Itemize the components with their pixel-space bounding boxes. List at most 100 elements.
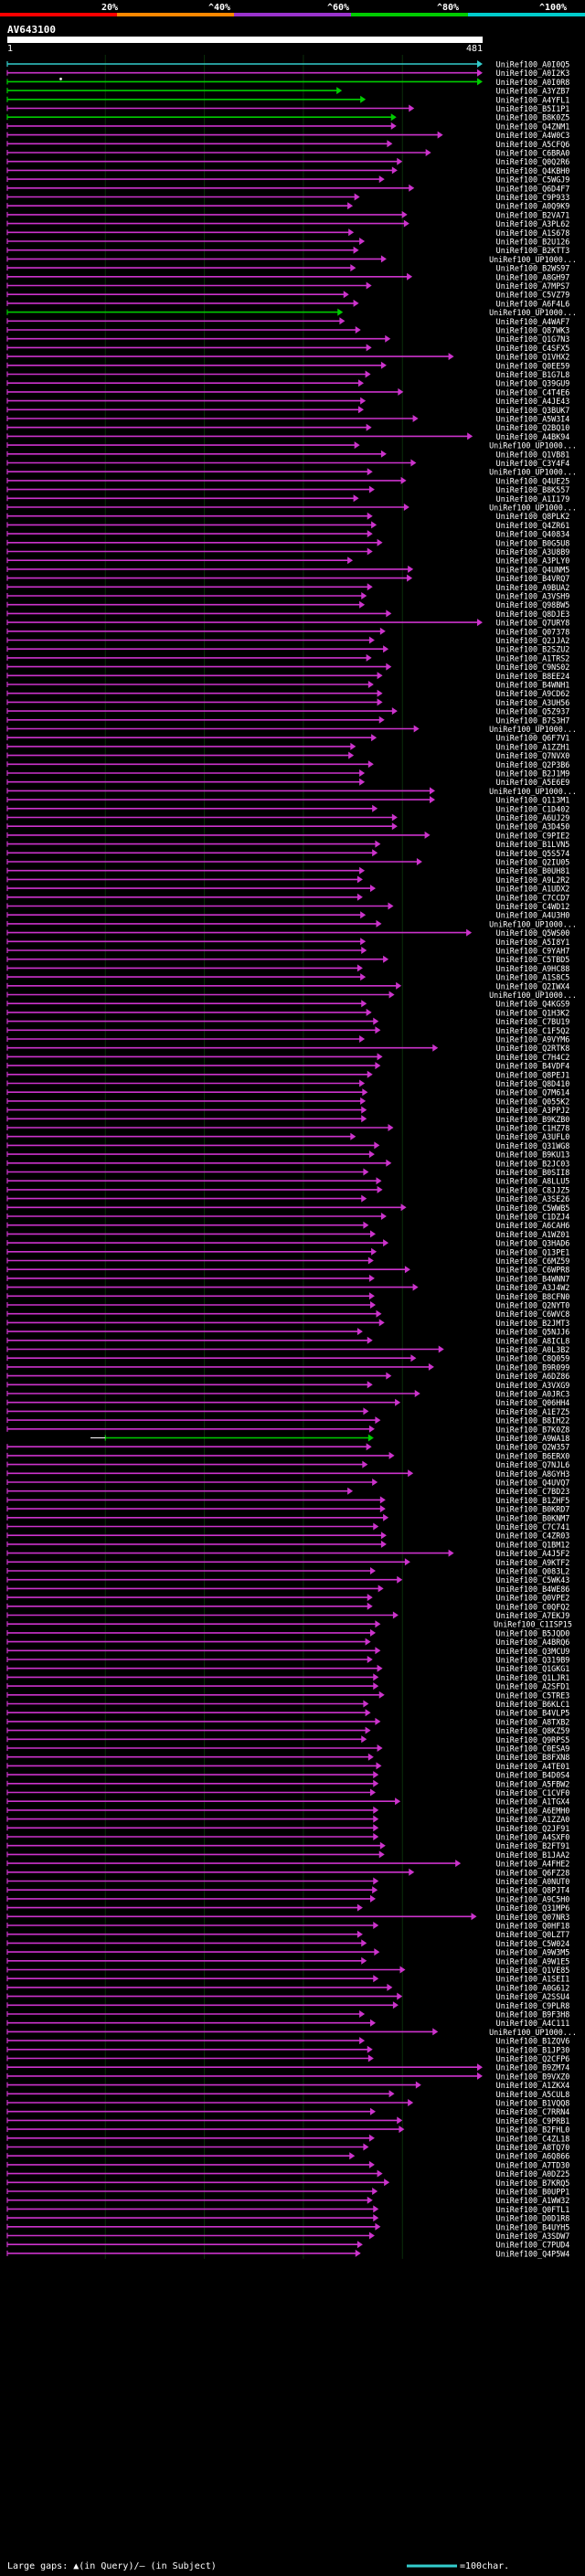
- hit-row[interactable]: UniRef100_Q6FZ28: [6, 1868, 569, 1877]
- hit-row[interactable]: UniRef100_C5TBD5: [6, 955, 569, 964]
- hit-label[interactable]: UniRef100_C7BD23: [496, 1487, 570, 1496]
- hit-row[interactable]: UniRef100_A6EMH0: [6, 1806, 570, 1815]
- hit-row[interactable]: UniRef100_D0D1R8: [6, 2214, 569, 2223]
- hit-label[interactable]: UniRef100_A6EMH0: [496, 1806, 570, 1815]
- hit-label[interactable]: UniRef100_UP1000...: [489, 255, 577, 264]
- hit-row[interactable]: UniRef100_A8ICL8: [6, 1336, 569, 1345]
- hit-row[interactable]: UniRef100_Q3HAD6: [6, 1239, 569, 1248]
- hit-row[interactable]: UniRef100_C1DZJ4: [6, 1213, 569, 1222]
- hit-row[interactable]: UniRef100_Q055K2: [6, 1097, 569, 1106]
- hit-row[interactable]: UniRef100_B1JAA2: [6, 1850, 569, 1860]
- hit-label[interactable]: UniRef100_A5CUL8: [496, 2090, 570, 2099]
- hit-row[interactable]: UniRef100_C9YAH7: [6, 947, 569, 956]
- hit-row[interactable]: UniRef100_Q3BUK7: [6, 406, 569, 415]
- hit-label[interactable]: UniRef100_UP1000...: [489, 2028, 577, 2037]
- hit-row[interactable]: UniRef100_A2SSU4: [6, 1992, 569, 2001]
- hit-label[interactable]: UniRef100_Q39GU9: [496, 379, 570, 388]
- hit-row[interactable]: UniRef100_B8CFN0: [6, 1292, 569, 1301]
- hit-row[interactable]: UniRef100_Q2NYT0: [6, 1301, 569, 1310]
- hit-label[interactable]: UniRef100_B1ZQV6: [496, 2037, 570, 2046]
- hit-label[interactable]: UniRef100_B5I1P1: [496, 104, 570, 113]
- hit-row[interactable]: UniRef100_B9KZB0: [6, 1115, 569, 1124]
- hit-label[interactable]: UniRef100_B2J1M9: [496, 769, 570, 779]
- hit-row[interactable]: UniRef100_Q9RPS5: [6, 1735, 570, 1744]
- hit-label[interactable]: UniRef100_A1UDX2: [496, 885, 570, 894]
- hit-row[interactable]: UniRef100_C4ZL18: [6, 2134, 569, 2143]
- hit-label[interactable]: UniRef100_A4JE43: [496, 397, 570, 406]
- hit-label[interactable]: UniRef100_A8GYH3: [496, 1469, 570, 1479]
- hit-row[interactable]: UniRef100_Q2JF91: [6, 1824, 569, 1833]
- hit-label[interactable]: UniRef100_A1S8C5: [496, 973, 570, 982]
- hit-row[interactable]: UniRef100_B8EE24: [6, 672, 570, 681]
- hit-label[interactable]: UniRef100_A1WW32: [496, 2196, 570, 2205]
- hit-label[interactable]: UniRef100_C9NS02: [496, 663, 570, 672]
- hit-row[interactable]: UniRef100_Q31WG8: [6, 1141, 569, 1150]
- hit-label[interactable]: UniRef100_B4VDF4: [496, 1062, 570, 1071]
- hit-label[interactable]: UniRef100_C9P933: [496, 193, 570, 202]
- hit-label[interactable]: UniRef100_Q083L2: [496, 1567, 570, 1576]
- hit-label[interactable]: UniRef100_Q9RPS5: [496, 1735, 570, 1744]
- hit-label[interactable]: UniRef100_A1ZZA0: [496, 1815, 570, 1824]
- hit-row[interactable]: UniRef100_B5JQD0: [6, 1628, 569, 1638]
- hit-row[interactable]: UniRef100_Q1GKG1: [6, 1664, 569, 1673]
- hit-row[interactable]: UniRef100_A1SEI1: [6, 1975, 569, 1984]
- hit-label[interactable]: UniRef100_C9PRB1: [496, 2116, 570, 2125]
- hit-label[interactable]: UniRef100_Q0Q2R6: [496, 157, 570, 166]
- hit-row[interactable]: UniRef100_C0QFQ2: [6, 1602, 569, 1611]
- hit-row[interactable]: UniRef100_Q113M1: [6, 796, 570, 805]
- hit-row[interactable]: UniRef100_A6CAH6: [6, 1221, 569, 1230]
- hit-row[interactable]: UniRef100_UP1000...: [6, 468, 577, 477]
- hit-label[interactable]: UniRef100_B8IH22: [496, 1416, 570, 1426]
- hit-label[interactable]: UniRef100_B8EE24: [496, 672, 570, 681]
- hit-row[interactable]: UniRef100_Q4KBH0: [6, 166, 569, 175]
- hit-row[interactable]: UniRef100_C9PLR8: [6, 2001, 569, 2010]
- hit-row[interactable]: UniRef100_B2U126: [6, 238, 569, 247]
- hit-label[interactable]: UniRef100_UP1000...: [489, 441, 577, 451]
- hit-row[interactable]: UniRef100_B6ERX0: [6, 1451, 569, 1460]
- hit-row[interactable]: UniRef100_B2VA71: [6, 210, 570, 219]
- hit-row[interactable]: UniRef100_Q5WS00: [6, 928, 569, 938]
- hit-row[interactable]: UniRef100_Q31MP6: [6, 1903, 569, 1913]
- hit-label[interactable]: UniRef100_C4SFX5: [496, 344, 570, 353]
- hit-row[interactable]: UniRef100_B9KU13: [6, 1150, 569, 1160]
- hit-label[interactable]: UniRef100_Q1VB81: [496, 450, 570, 459]
- hit-row[interactable]: UniRef100_B4VLP5: [6, 1709, 569, 1718]
- hit-row[interactable]: UniRef100_Q4ZNM1: [6, 122, 569, 131]
- hit-row[interactable]: UniRef100_Q5S574: [6, 849, 569, 858]
- hit-row[interactable]: UniRef100_C4SFX5: [6, 344, 570, 353]
- hit-label[interactable]: UniRef100_A4J5F2: [496, 1549, 570, 1558]
- hit-label[interactable]: UniRef100_A4BK94: [496, 432, 570, 441]
- hit-row[interactable]: UniRef100_Q6D4F7: [6, 184, 569, 193]
- hit-label[interactable]: UniRef100_Q113M1: [496, 796, 570, 805]
- hit-row[interactable]: UniRef100_C6MZ59: [6, 1256, 569, 1266]
- hit-row[interactable]: UniRef100_B2JMT3: [6, 1319, 569, 1328]
- hit-row[interactable]: UniRef100_A1ZZA0: [6, 1815, 570, 1824]
- hit-label[interactable]: UniRef100_UP1000...: [489, 725, 577, 734]
- hit-row[interactable]: UniRef100_Q0FTL1: [6, 2205, 569, 2214]
- hit-row[interactable]: UniRef100_Q98BW5: [6, 600, 569, 610]
- hit-row[interactable]: UniRef100_Q3MCU9: [6, 1647, 569, 1656]
- hit-label[interactable]: UniRef100_Q0HF18: [496, 1922, 570, 1931]
- hit-label[interactable]: UniRef100_B2VA71: [496, 210, 570, 219]
- hit-row[interactable]: UniRef100_Q39GU9: [6, 379, 570, 388]
- hit-row[interactable]: UniRef100_A4WAF7: [6, 317, 569, 326]
- hit-row[interactable]: UniRef100_A4BRQ6: [6, 1638, 569, 1647]
- hit-row[interactable]: UniRef100_C4ZR03: [6, 1532, 569, 1541]
- hit-row[interactable]: UniRef100_Q40834: [6, 530, 569, 539]
- hit-row[interactable]: UniRef100_UP1000...: [6, 255, 577, 264]
- hit-label[interactable]: UniRef100_A1I179: [496, 494, 570, 504]
- hit-row[interactable]: UniRef100_B8K557: [6, 485, 569, 494]
- hit-label[interactable]: UniRef100_Q7URY8: [496, 619, 570, 628]
- hit-row[interactable]: UniRef100_A4FHE2: [6, 1860, 569, 1869]
- hit-row[interactable]: UniRef100_UP1000...: [6, 991, 577, 1000]
- hit-row[interactable]: UniRef100_A7MPS7: [6, 281, 569, 291]
- hit-row[interactable]: UniRef100_A9KTF2: [6, 1558, 569, 1567]
- hit-row[interactable]: UniRef100_B2FHL0: [6, 2125, 569, 2135]
- hit-label[interactable]: UniRef100_Q4UVQ7: [496, 1479, 570, 1488]
- hit-row[interactable]: UniRef100_B4D0S4: [6, 1771, 569, 1780]
- hit-row[interactable]: UniRef100_A1ZKX4: [6, 2081, 569, 2090]
- hit-row[interactable]: UniRef100_A4C111: [6, 2019, 569, 2028]
- hit-row[interactable]: UniRef100_C8JJZ5: [6, 1185, 569, 1194]
- hit-row[interactable]: UniRef100_A2SFD1: [6, 1682, 569, 1691]
- hit-row[interactable]: UniRef100_A1TRS2: [6, 653, 569, 663]
